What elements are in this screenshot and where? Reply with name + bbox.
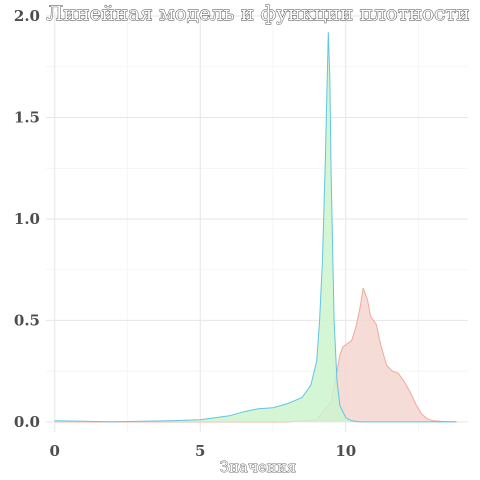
density-line-1 (54, 32, 457, 423)
series-layer (54, 32, 457, 423)
x-tick-label: 10 (335, 442, 356, 460)
x-tick-label: 0 (50, 442, 60, 460)
y-tick-label: 1.0 (14, 210, 40, 228)
density-area-1 (54, 32, 457, 422)
x-tick-label: 5 (195, 442, 205, 460)
density-area-2 (54, 287, 457, 422)
y-tick-label: 0.5 (14, 311, 40, 329)
grid (46, 12, 468, 432)
y-tick-label: 0.0 (14, 413, 40, 431)
ticks-layer: 0.0 0.5 1.0 1.5 2.0 0 5 10 (14, 7, 356, 460)
chart-title: Линейная модель и функции плотности (46, 1, 469, 25)
x-axis-label: Значения (220, 458, 297, 476)
y-tick-label: 1.5 (14, 109, 40, 127)
y-tick-label: 2.0 (14, 7, 40, 25)
